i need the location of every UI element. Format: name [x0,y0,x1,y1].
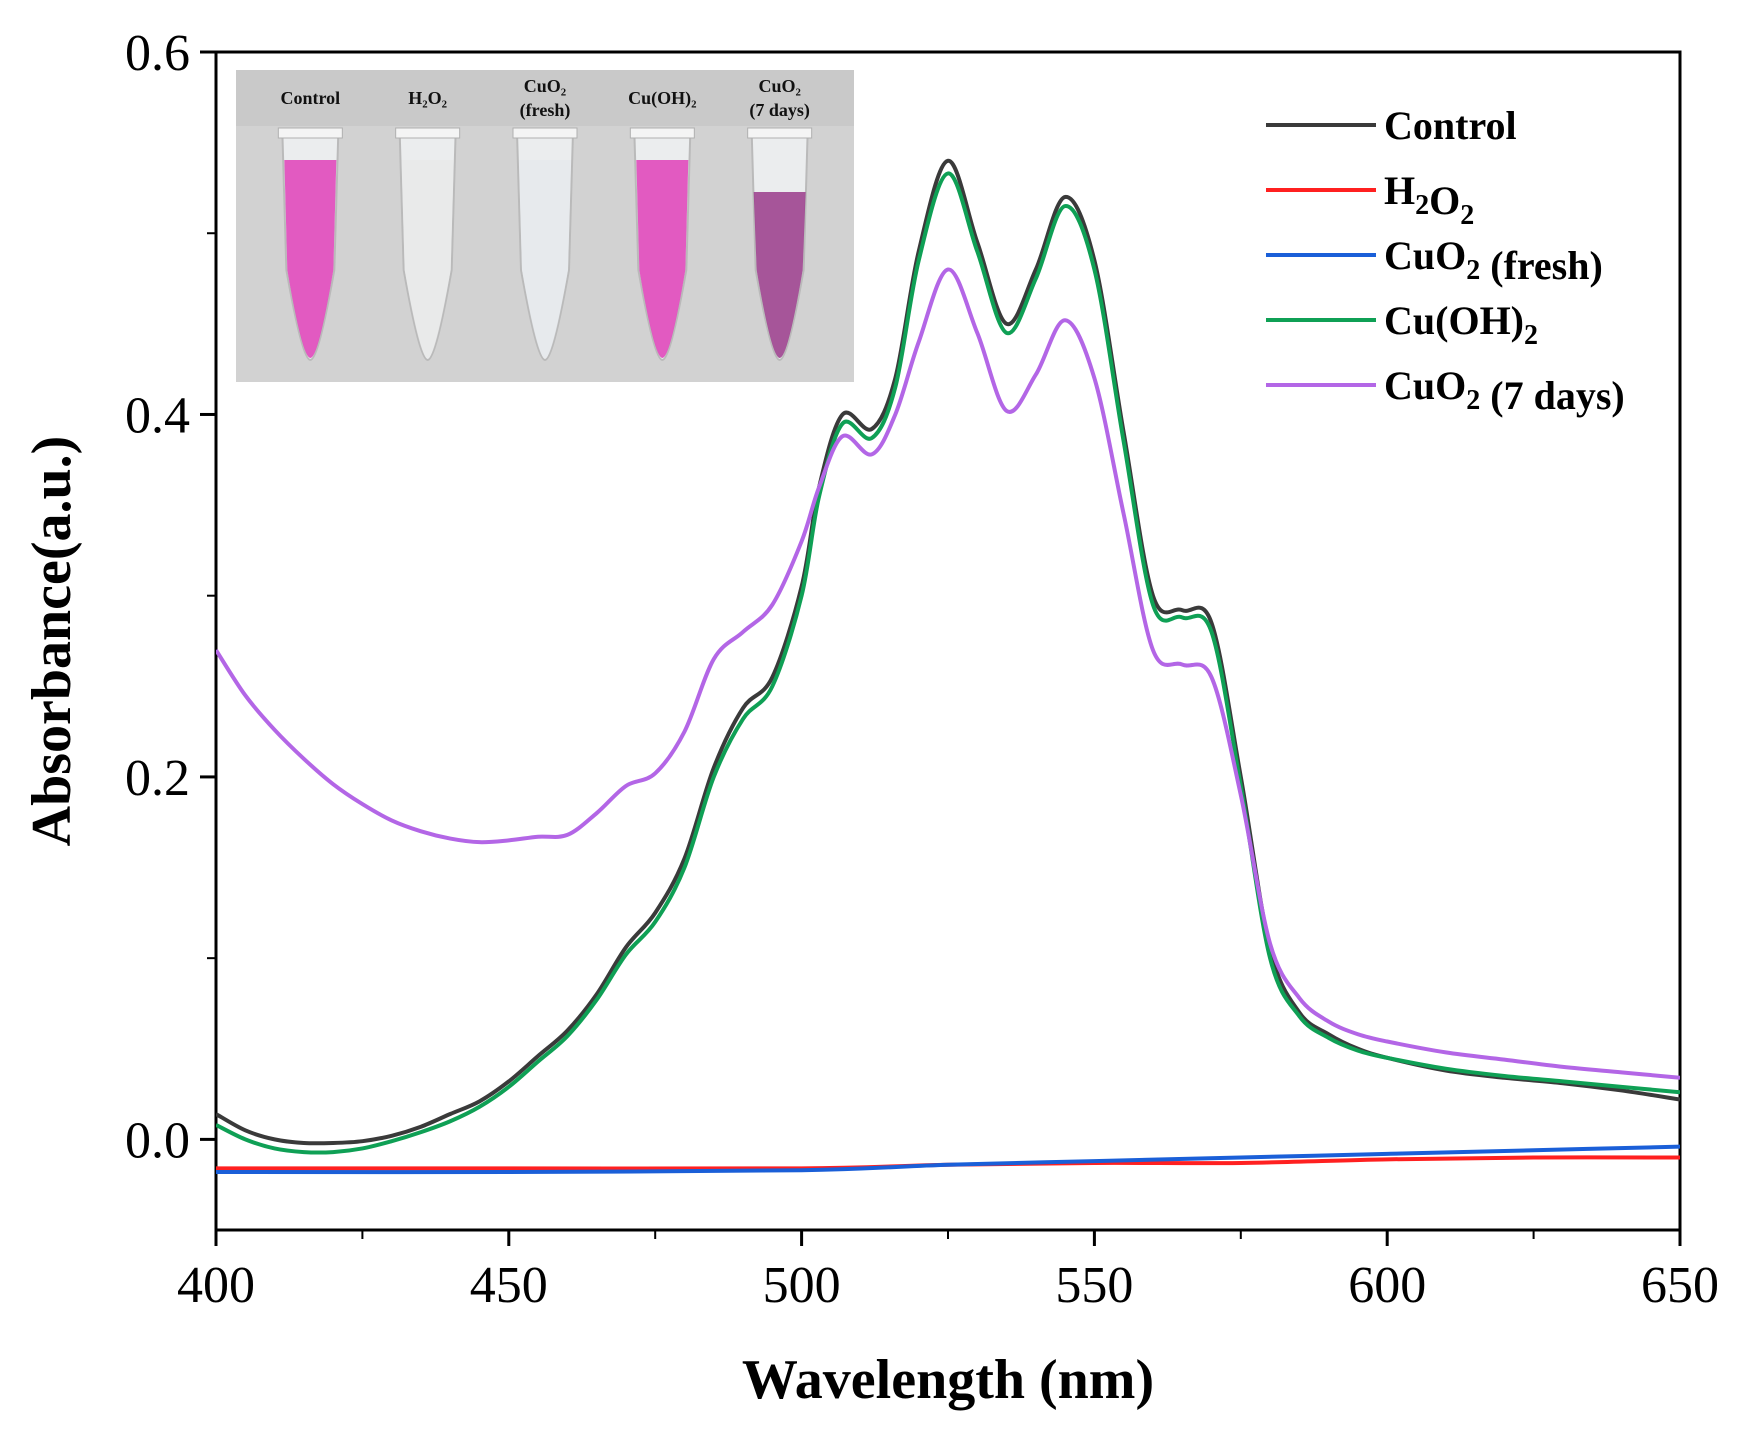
series-line-cu-oh-2 [216,171,1680,1155]
inset-tube-liquid [519,160,571,358]
y-tick-label: 0.0 [125,1112,190,1169]
inset-tube-liquid [401,160,454,358]
inset-tube-liquid [753,192,806,358]
legend-label: H2O2 [1384,168,1474,231]
legend-label: CuO2 (fresh) [1384,233,1603,288]
inset-tube-label: (7 days) [749,100,810,121]
x-tick-label: 650 [1641,1257,1719,1314]
y-tick-label: 0.6 [125,25,190,82]
inset-tube-rim [629,127,695,139]
inset-tube-label: CuO₂ [524,76,566,96]
x-tick-label: 450 [470,1257,548,1314]
inset-tube-rim [277,127,343,139]
legend-label: Control [1384,103,1517,148]
inset-tube-rim [747,127,813,139]
inset-tube-rim [395,127,461,139]
y-axis-title: Absorbance(a.u.) [21,436,83,847]
x-tick-label: 550 [1055,1257,1133,1314]
inset-tube-liquid [284,160,337,358]
legend-label: Cu(OH)2 [1384,298,1538,351]
x-tick-label: 400 [177,1257,255,1314]
inset-tube-rim [512,127,578,139]
inset-tube-label: (fresh) [520,100,571,121]
inset-tube-label: Control [280,88,340,108]
inset-tube-label: H₂O₂ [408,88,447,108]
inset-tube-label: CuO₂ [758,76,800,96]
series-line-cuo2-7-days [216,267,1680,1080]
series-line-cuo2-fresh [216,1144,1680,1175]
plot-area: 400 450 500 550 600 650 0.0 0.2 0.4 0.6 [125,25,1719,1314]
x-axis-title: Wavelength (nm) [742,1349,1154,1411]
x-tick-label: 500 [763,1257,841,1314]
legend-label: CuO2 (7 days) [1384,363,1625,418]
inset-tube-liquid [636,160,689,358]
y-tick-label: 0.4 [125,387,190,444]
inset-photo: Control H₂O₂ CuO₂ (fresh) Cu(OH)₂ CuO₂ (7 days… [236,70,854,382]
y-tick-label: 0.2 [125,750,190,807]
inset-tube-label: Cu(OH)₂ [628,88,696,109]
x-tick-label: 600 [1348,1257,1426,1314]
